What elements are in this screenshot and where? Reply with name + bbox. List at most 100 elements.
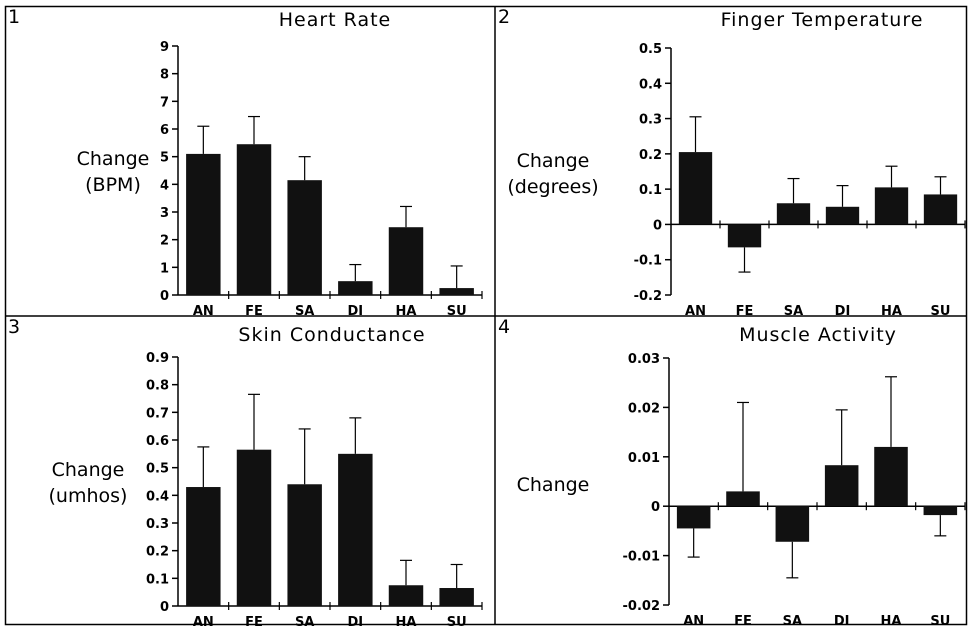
bar-fe	[727, 224, 762, 248]
chart-panel-4: 4 Muscle Activity Change -0.02 -0.01 0 0.01 0.0…	[498, 316, 966, 629]
y-tick-label: 0.3	[146, 517, 169, 532]
chart-title: Skin Conductance	[238, 324, 425, 346]
bar-su	[923, 506, 958, 516]
y-axis-label: Change	[517, 150, 590, 172]
panel-number: 3	[8, 316, 20, 338]
y-tick-label: 9	[160, 40, 169, 55]
bar-di	[338, 281, 373, 295]
y-axis-label: Change	[52, 459, 125, 481]
bar-sa	[287, 180, 322, 295]
bar-an	[678, 152, 713, 225]
bar-sa	[776, 203, 811, 225]
bar-di	[825, 206, 860, 225]
chart-panel-2: 2 Finger Temperature Change (degrees) -0.2 -0…	[498, 6, 966, 319]
bar-ha	[388, 227, 424, 295]
bar-ha	[874, 187, 909, 225]
y-tick-label: 3	[160, 206, 169, 221]
x-tick-label: SU	[447, 304, 467, 319]
y-axis-label: (umhos)	[49, 485, 128, 507]
bar-an	[676, 506, 711, 529]
y-tick-label: 0.7	[146, 406, 169, 421]
bar-fe	[726, 491, 760, 507]
chart-title: Finger Temperature	[721, 9, 924, 31]
bar-su	[439, 588, 474, 606]
x-tick-label: DI	[348, 304, 364, 319]
x-tick-label: HA	[396, 304, 417, 319]
y-tick-label: -0.02	[623, 599, 660, 614]
y-axis-label: Change	[517, 474, 590, 496]
y-tick-label: 0.1	[146, 572, 169, 587]
x-tick-label: AN	[685, 304, 706, 319]
bar-di	[824, 465, 859, 507]
x-tick-label: FE	[245, 304, 263, 319]
bar-di	[338, 453, 373, 606]
bar-an	[186, 153, 221, 295]
y-tick-label: 0.1	[639, 183, 662, 198]
y-tick-label: 0.3	[639, 113, 662, 128]
x-tick-label: HA	[881, 304, 902, 319]
y-tick-label: 1	[160, 261, 169, 276]
x-tick-label: SA	[295, 615, 314, 630]
bar-su	[923, 194, 958, 225]
bar-fe	[236, 449, 272, 606]
y-tick-label: 0	[160, 600, 169, 615]
y-tick-label: 0.5	[146, 462, 169, 477]
y-axis-label: (degrees)	[507, 176, 598, 198]
bar-su	[439, 288, 474, 295]
panel-number: 4	[498, 316, 510, 338]
y-tick-label: -0.2	[634, 289, 662, 304]
x-tick-label: SA	[783, 614, 802, 629]
x-tick-label: DI	[348, 615, 364, 630]
y-tick-label: 0.4	[639, 77, 662, 92]
x-tick-label: AN	[683, 614, 704, 629]
x-tick-label: SU	[930, 614, 950, 629]
x-tick-label: DI	[834, 614, 850, 629]
y-tick-label: -0.1	[634, 254, 662, 269]
y-tick-label: 2	[160, 234, 169, 249]
x-tick-label: FE	[245, 615, 263, 630]
y-axis-label: (BPM)	[85, 174, 141, 196]
y-tick-label: 0.5	[639, 42, 662, 57]
y-tick-label: 0.6	[146, 434, 169, 449]
bar-ha	[388, 585, 424, 606]
y-tick-label: 5	[160, 151, 169, 166]
y-tick-label: 0.02	[628, 401, 660, 416]
y-axis-label: Change	[77, 148, 150, 170]
y-tick-label: 7	[160, 95, 169, 110]
chart-title: Heart Rate	[279, 9, 392, 31]
chart-panel-1: 1 Heart Rate Change (BPM) 0 1 2 3 4 5 6 7 8 9 AN FE SA DI…	[8, 6, 483, 319]
x-tick-label: HA	[396, 615, 417, 630]
bar-fe	[236, 144, 272, 295]
y-tick-label: 0	[653, 218, 662, 233]
bar-an	[186, 487, 221, 606]
y-tick-label: 0.9	[146, 351, 169, 366]
x-tick-label: FE	[736, 304, 754, 319]
y-tick-label: 8	[160, 68, 169, 83]
y-tick-label: 0	[160, 289, 169, 304]
y-tick-label: 6	[160, 123, 169, 138]
chart-title: Muscle Activity	[739, 324, 897, 346]
panel-number: 2	[498, 6, 510, 28]
panel-number: 1	[8, 6, 20, 28]
y-tick-label: 4	[160, 178, 169, 193]
y-tick-label: 0.2	[146, 545, 169, 560]
y-tick-label: 0.8	[146, 379, 169, 394]
y-tick-label: 0.2	[639, 148, 662, 163]
x-tick-label: AN	[193, 304, 214, 319]
x-tick-label: SU	[931, 304, 951, 319]
y-tick-label: 0.4	[146, 489, 169, 504]
y-tick-label: 0.01	[628, 451, 660, 466]
y-tick-label: 0	[651, 500, 660, 515]
x-tick-label: SU	[447, 615, 467, 630]
y-tick-label: -0.01	[623, 550, 660, 565]
x-tick-label: HA	[881, 614, 902, 629]
bar-sa	[775, 506, 810, 542]
bar-ha	[874, 446, 908, 507]
chart-panel-3: 3 Skin Conductance Change (umhos) 0 0.1 0.2 0.3…	[8, 316, 483, 630]
x-tick-label: FE	[734, 614, 752, 629]
x-tick-label: SA	[784, 304, 803, 319]
bar-sa	[287, 484, 322, 606]
x-tick-label: AN	[193, 615, 214, 630]
x-tick-label: DI	[835, 304, 851, 319]
